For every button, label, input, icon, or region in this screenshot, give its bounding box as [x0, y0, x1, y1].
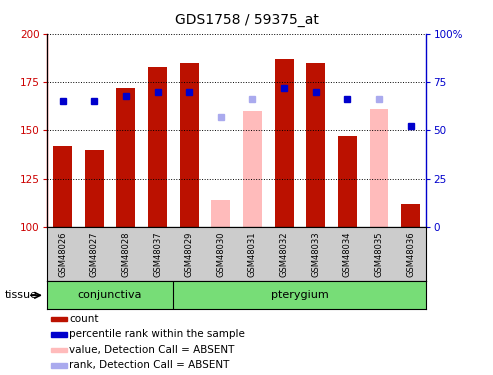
Text: count: count	[69, 314, 99, 324]
Bar	[306, 63, 325, 227]
Text: GSM48035: GSM48035	[375, 231, 384, 277]
Bar	[116, 88, 136, 227]
Bar	[148, 67, 167, 227]
Text: GSM48026: GSM48026	[58, 231, 67, 277]
Text: rank, Detection Call = ABSENT: rank, Detection Call = ABSENT	[69, 360, 230, 370]
Text: GSM48034: GSM48034	[343, 231, 352, 277]
Text: value, Detection Call = ABSENT: value, Detection Call = ABSENT	[69, 345, 235, 355]
Text: GSM48027: GSM48027	[90, 231, 99, 277]
Bar	[211, 200, 230, 227]
Text: GSM48031: GSM48031	[248, 231, 257, 277]
Bar	[51, 363, 67, 368]
Bar	[180, 63, 199, 227]
Bar	[338, 136, 357, 227]
Text: GSM48029: GSM48029	[185, 231, 194, 277]
Bar	[243, 111, 262, 227]
Text: percentile rank within the sample: percentile rank within the sample	[69, 330, 245, 339]
Bar	[85, 150, 104, 227]
Bar	[51, 332, 67, 337]
Bar	[401, 204, 420, 227]
Text: pterygium: pterygium	[271, 290, 329, 300]
Text: GSM48037: GSM48037	[153, 231, 162, 277]
Text: GSM48033: GSM48033	[311, 231, 320, 277]
Bar	[51, 317, 67, 321]
Text: GSM48028: GSM48028	[121, 231, 131, 277]
Text: GDS1758 / 59375_at: GDS1758 / 59375_at	[175, 13, 318, 27]
Text: tissue: tissue	[5, 290, 38, 300]
Bar	[51, 348, 67, 352]
Bar	[53, 146, 72, 227]
Text: GSM48030: GSM48030	[216, 231, 225, 277]
Bar	[370, 109, 388, 227]
Bar	[275, 59, 294, 227]
Text: GSM48036: GSM48036	[406, 231, 415, 277]
Text: GSM48032: GSM48032	[280, 231, 288, 277]
Text: conjunctiva: conjunctiva	[78, 290, 142, 300]
